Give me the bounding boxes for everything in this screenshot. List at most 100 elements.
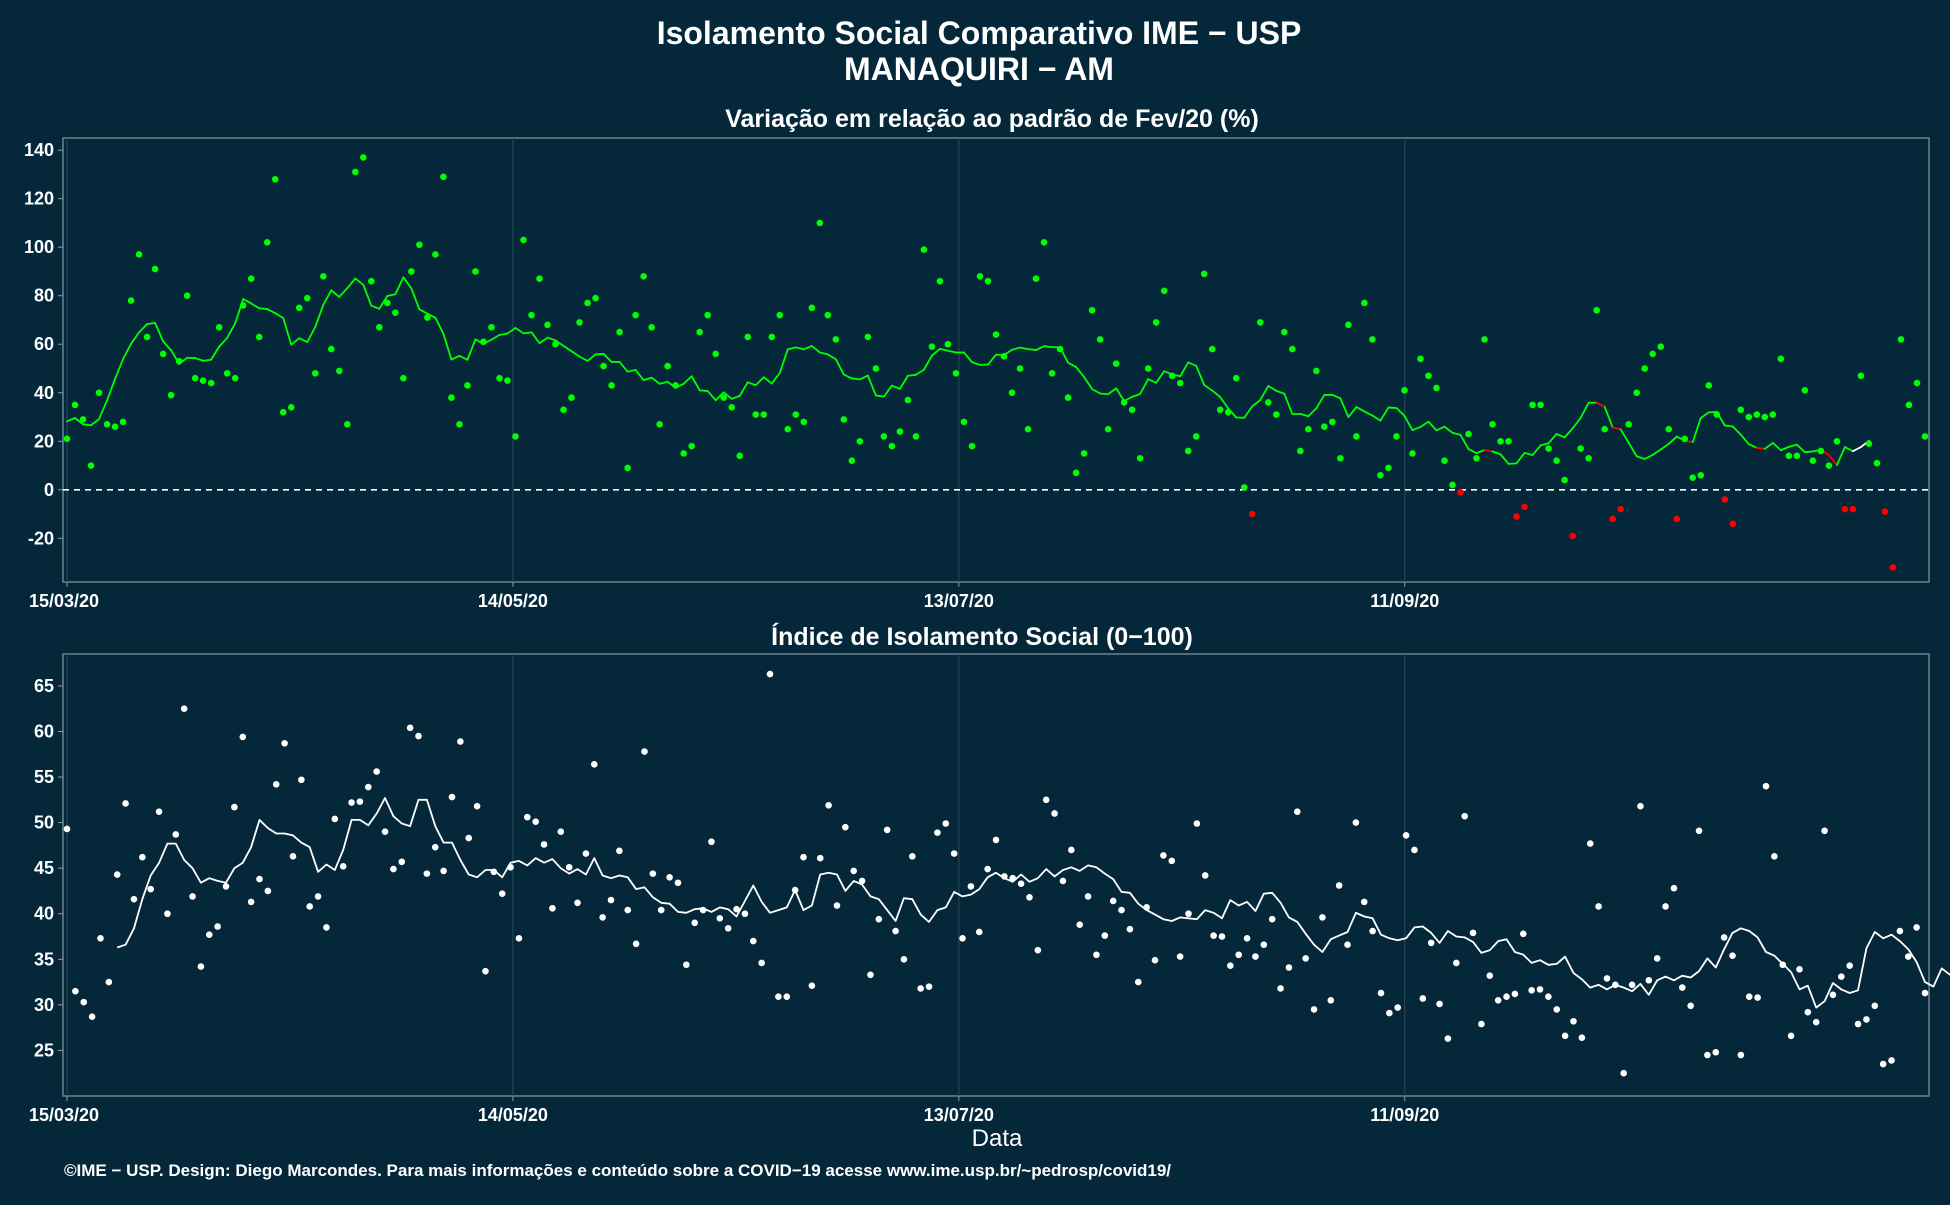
data-point bbox=[156, 808, 163, 815]
data-point bbox=[1763, 783, 1770, 790]
data-point bbox=[1871, 1002, 1878, 1009]
data-point bbox=[675, 879, 682, 886]
data-point bbox=[1457, 489, 1464, 496]
data-point bbox=[760, 411, 767, 418]
data-point bbox=[80, 999, 87, 1006]
data-point bbox=[1241, 484, 1248, 491]
data-point bbox=[1805, 1009, 1812, 1016]
data-point bbox=[1687, 1002, 1694, 1009]
data-point bbox=[1729, 952, 1736, 959]
data-point bbox=[390, 866, 397, 873]
data-point bbox=[776, 312, 783, 319]
data-point bbox=[240, 302, 247, 309]
data-point bbox=[892, 928, 899, 935]
data-point bbox=[1863, 1016, 1870, 1023]
data-point bbox=[400, 375, 407, 382]
data-point bbox=[200, 377, 207, 384]
y-tick-label: 20 bbox=[34, 431, 54, 451]
data-point bbox=[1913, 924, 1920, 931]
data-point bbox=[298, 776, 305, 783]
data-point bbox=[1051, 810, 1058, 817]
data-point bbox=[1738, 406, 1745, 413]
data-point bbox=[1746, 414, 1753, 421]
data-point bbox=[1319, 914, 1326, 921]
data-point bbox=[1001, 873, 1008, 880]
data-point bbox=[512, 433, 519, 440]
data-point bbox=[1009, 389, 1016, 396]
data-point bbox=[1121, 399, 1128, 406]
data-point bbox=[1850, 506, 1857, 513]
data-point bbox=[448, 394, 455, 401]
data-point bbox=[1445, 1035, 1452, 1042]
data-point bbox=[1009, 875, 1016, 882]
data-point bbox=[921, 246, 928, 253]
data-point bbox=[1160, 852, 1167, 859]
data-point bbox=[120, 419, 127, 426]
data-point bbox=[574, 899, 581, 906]
data-point bbox=[224, 370, 231, 377]
data-point bbox=[1537, 986, 1544, 993]
data-point bbox=[357, 798, 364, 805]
data-point bbox=[1153, 319, 1160, 326]
data-point bbox=[758, 960, 765, 967]
data-point bbox=[208, 380, 215, 387]
data-point bbox=[953, 370, 960, 377]
data-point bbox=[1794, 453, 1801, 460]
data-point bbox=[752, 411, 759, 418]
data-point bbox=[736, 453, 743, 460]
data-point bbox=[841, 416, 848, 423]
data-point bbox=[566, 864, 573, 871]
data-point bbox=[834, 902, 841, 909]
data-point bbox=[616, 848, 623, 855]
data-point bbox=[1593, 307, 1600, 314]
data-point bbox=[680, 450, 687, 457]
data-point bbox=[1385, 465, 1392, 472]
data-point bbox=[913, 433, 920, 440]
data-point bbox=[809, 305, 816, 312]
data-point bbox=[720, 394, 727, 401]
data-point bbox=[584, 300, 591, 307]
data-point bbox=[889, 443, 896, 450]
data-point bbox=[1113, 360, 1120, 367]
y-tick-label: 100 bbox=[24, 237, 54, 257]
data-point bbox=[1185, 910, 1192, 917]
data-point bbox=[993, 331, 1000, 338]
data-point bbox=[1465, 431, 1472, 438]
data-point bbox=[961, 419, 968, 426]
data-point bbox=[599, 914, 606, 921]
data-point bbox=[728, 404, 735, 411]
data-point bbox=[1265, 399, 1272, 406]
data-point bbox=[592, 295, 599, 302]
data-point bbox=[1327, 997, 1334, 1004]
data-point bbox=[440, 174, 447, 181]
data-point bbox=[64, 826, 71, 833]
data-point bbox=[1545, 445, 1552, 452]
data-point bbox=[1361, 300, 1368, 307]
data-point bbox=[1344, 941, 1351, 948]
data-point bbox=[368, 278, 375, 285]
data-point bbox=[1657, 343, 1664, 350]
data-point bbox=[424, 314, 431, 321]
data-point bbox=[1001, 353, 1008, 360]
data-point bbox=[264, 239, 271, 246]
data-point bbox=[1665, 426, 1672, 433]
data-point bbox=[214, 923, 221, 930]
data-point bbox=[504, 377, 511, 384]
data-point bbox=[232, 375, 239, 382]
data-point bbox=[296, 305, 303, 312]
data-point bbox=[507, 864, 514, 871]
y-tick-label: 120 bbox=[24, 189, 54, 209]
data-point bbox=[516, 935, 523, 942]
data-point bbox=[1637, 803, 1644, 810]
data-point bbox=[457, 738, 464, 745]
data-point bbox=[1721, 496, 1728, 503]
data-point bbox=[1453, 960, 1460, 967]
data-point bbox=[937, 278, 944, 285]
moving-average-segment bbox=[1028, 349, 1036, 350]
data-point bbox=[833, 336, 840, 343]
data-point bbox=[1235, 951, 1242, 958]
data-point bbox=[633, 941, 640, 948]
data-point bbox=[568, 394, 575, 401]
data-point bbox=[206, 931, 213, 938]
data-point bbox=[122, 800, 129, 807]
